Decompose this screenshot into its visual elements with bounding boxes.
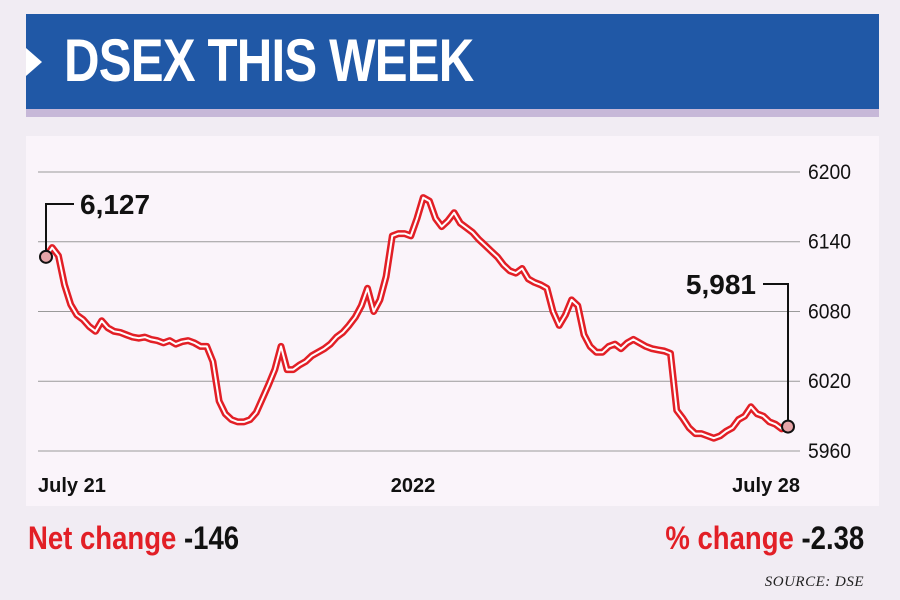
net-change-label: Net change [28,520,177,556]
net-change: Net change -146 [28,518,239,558]
percent-change-value: -2.38 [801,520,864,556]
percent-change-label: % change [665,520,794,556]
x-tick-label: 2022 [391,475,436,497]
net-change-value: -146 [183,520,240,556]
percent-change: % change -2.38 [665,518,864,558]
y-axis-ticks: 5960 6020 6080 6140 6200 [808,161,851,463]
y-tick-label: 6020 [808,371,851,394]
y-tick-label: 6200 [808,161,851,184]
start-leader-line [45,203,74,253]
end-value-label: 5,981 [686,269,756,300]
y-tick-label: 6080 [808,301,851,324]
series-layer [42,194,792,442]
series-line-highlight [45,196,789,440]
x-tick-label: July 21 [38,475,106,497]
end-marker [781,419,795,434]
plot-panel [26,136,879,506]
annotation-layer: 6,127 5,981 [39,189,795,434]
y-tick-label: 6140 [808,231,851,254]
x-axis-ticks: July 21 2022 July 28 [38,475,800,497]
end-leader-line [763,283,789,421]
title-banner: DSEX THIS WEEK [26,14,879,109]
x-tick-label: July 28 [732,475,800,497]
chart-title: DSEX THIS WEEK [64,27,474,94]
arrow-icon [26,48,42,76]
start-marker [39,249,53,264]
start-value-label: 6,127 [80,189,150,220]
banner-underline [26,109,879,117]
source-note: SOURCE: DSE [764,574,864,590]
y-tick-label: 5960 [808,440,851,463]
